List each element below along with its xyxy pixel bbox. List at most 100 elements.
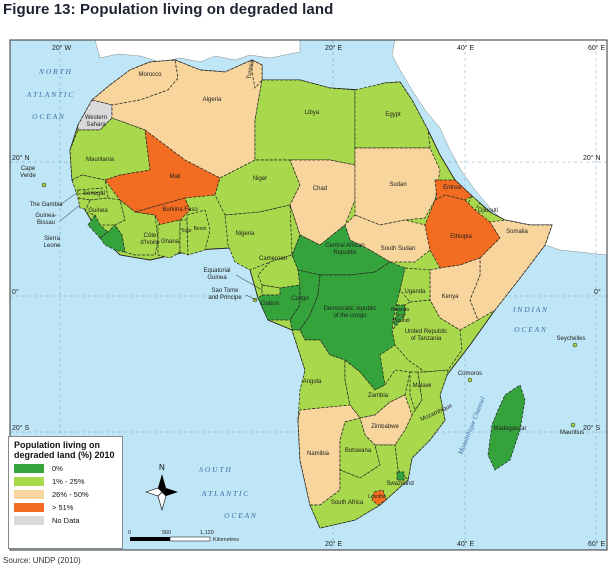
label-morocco: Morocco — [138, 72, 162, 78]
ocean-south-atlantic-2: A T L A N T I C — [201, 489, 249, 498]
source-note: Source: UNDP (2010) — [3, 556, 81, 565]
legend-label-4: No Data — [52, 515, 80, 525]
grat-top-20e: 20° E — [325, 44, 343, 52]
label-sao-tome-2: and Principe — [208, 295, 242, 301]
grat-left-20s: 20° S — [12, 424, 30, 432]
label-car-2: Republic — [333, 250, 356, 256]
label-namibia: Namibia — [307, 451, 330, 457]
ocean-north-atlantic-3: O C E A N — [32, 112, 65, 121]
legend: Population living on degraded land (%) 2… — [8, 436, 123, 549]
country-namibia — [297, 404, 361, 506]
label-cape-verde-2: Verde — [20, 173, 36, 179]
country-libya — [254, 79, 356, 166]
seychelles-island — [572, 342, 578, 348]
label-ethiopia: Ethiopia — [450, 234, 472, 240]
grat-right-20s: 20° S — [583, 424, 601, 432]
label-uganda: Uganda — [404, 289, 426, 295]
label-tanzania-1: United Republic — [405, 329, 447, 335]
label-somalia: Somalia — [506, 229, 528, 235]
grat-left-0: 0° — [12, 288, 19, 296]
label-burkina-faso: Burkina Faso — [162, 207, 198, 213]
label-cameroon: Cameroon — [259, 256, 287, 262]
legend-label-2: 26% - 50% — [52, 489, 89, 499]
label-gambia: The Gambia — [29, 202, 63, 208]
legend-title: Population living on degraded land (%) 2… — [14, 440, 115, 460]
grat-right-0: 0° — [594, 288, 601, 296]
label-cote-2: d'Ivoire — [140, 240, 160, 246]
grat-bot-60e: 60° E — [588, 540, 606, 548]
europe-land — [94, 40, 301, 63]
label-cote-1: Côte — [144, 233, 157, 239]
label-ghana: Ghana — [161, 239, 180, 245]
ocean-south-atlantic-3: O C E A N — [224, 511, 257, 520]
label-sierra-leone-1: Sierra — [44, 236, 61, 242]
label-western-sahara-2: Sahara — [86, 122, 106, 128]
country-guinea — [84, 197, 126, 226]
label-drc-1: Democratic republic — [323, 306, 376, 312]
ocean-south-atlantic-1: S O U T H — [199, 465, 231, 474]
country-gambia — [77, 187, 103, 195]
label-sao-tome-1: Sao Tome — [212, 288, 240, 294]
label-gabon: Gabon — [261, 301, 279, 307]
label-guinea: Guinea — [88, 208, 108, 214]
country-chad — [289, 159, 356, 246]
label-zambia: Zambia — [368, 393, 389, 399]
label-rwanda: Rwanda — [391, 307, 410, 313]
legend-swatch-2 — [14, 489, 44, 499]
grat-bot-20e: 20° E — [325, 540, 343, 548]
label-western-sahara-1: Western — [85, 115, 107, 121]
label-niger: Niger — [253, 176, 267, 182]
cape-verde-island — [41, 182, 47, 188]
label-guinea-bissau-2: Bissau — [37, 220, 55, 226]
label-egypt: Egypt — [385, 112, 401, 118]
label-seychelles: Seychelles — [556, 336, 585, 342]
north-arrow-label: N — [159, 463, 165, 472]
label-algeria: Algeria — [203, 97, 222, 103]
ocean-north-atlantic-2: A T L A N T I C — [26, 90, 74, 99]
country-benin — [186, 209, 211, 256]
label-drc-2: of the congo — [333, 313, 367, 319]
label-swaziland: Swaziland — [386, 481, 413, 487]
country-tunisia — [251, 59, 263, 89]
scale-tick-1120: 1,120 — [200, 530, 214, 536]
label-botswana: Botswana — [345, 448, 372, 454]
legend-label-0: 0% — [52, 463, 63, 473]
label-congo: Congo — [291, 296, 309, 302]
country-malawi — [409, 371, 423, 411]
legend-item-1: 1% - 25% — [14, 476, 117, 486]
label-south-sudan: South Sudan — [381, 246, 416, 252]
label-djibouti: Djibouti — [478, 208, 498, 214]
legend-swatch-3 — [14, 502, 44, 512]
ocean-indian-2: O C E A N — [514, 325, 547, 334]
label-eritrea: Eritrea — [443, 185, 461, 191]
legend-swatch-4 — [14, 515, 44, 525]
country-zimbabwe — [359, 394, 413, 446]
grat-top-40e: 40° E — [457, 44, 475, 52]
ocean-indian-1: I N D I A N — [512, 305, 548, 314]
label-eq-guinea-2: Guinea — [207, 275, 227, 281]
label-malawi: Malawi — [413, 383, 432, 389]
legend-item-2: 26% - 50% — [14, 489, 117, 499]
label-burundi: Burundi — [392, 318, 409, 324]
mauritius-island — [570, 422, 576, 428]
grat-right-20n: 20° N — [583, 154, 601, 162]
label-nigeria: Nigeria — [235, 231, 255, 237]
label-chad: Chad — [313, 186, 327, 192]
country-south-africa — [309, 444, 409, 529]
label-sierra-leone-2: Leone — [44, 243, 61, 249]
label-zimbabwe: Zimbabwe — [371, 424, 399, 430]
scale-unit: Kilometres — [213, 537, 239, 543]
legend-swatch-0 — [14, 463, 44, 473]
country-lesotho — [371, 489, 387, 506]
legend-swatch-1 — [14, 476, 44, 486]
scale-bar: 0 560 1,120 Kilometres — [128, 530, 239, 543]
country-sudan — [354, 147, 441, 226]
country-sierra-leone — [87, 214, 109, 239]
label-angola: Angola — [303, 379, 322, 385]
north-arrow: N — [145, 463, 178, 512]
legend-label-3: > 51% — [52, 502, 74, 512]
grat-top-20w: 20° W — [52, 44, 72, 52]
label-benin: Benin — [194, 226, 207, 232]
comoros-island — [467, 377, 473, 383]
